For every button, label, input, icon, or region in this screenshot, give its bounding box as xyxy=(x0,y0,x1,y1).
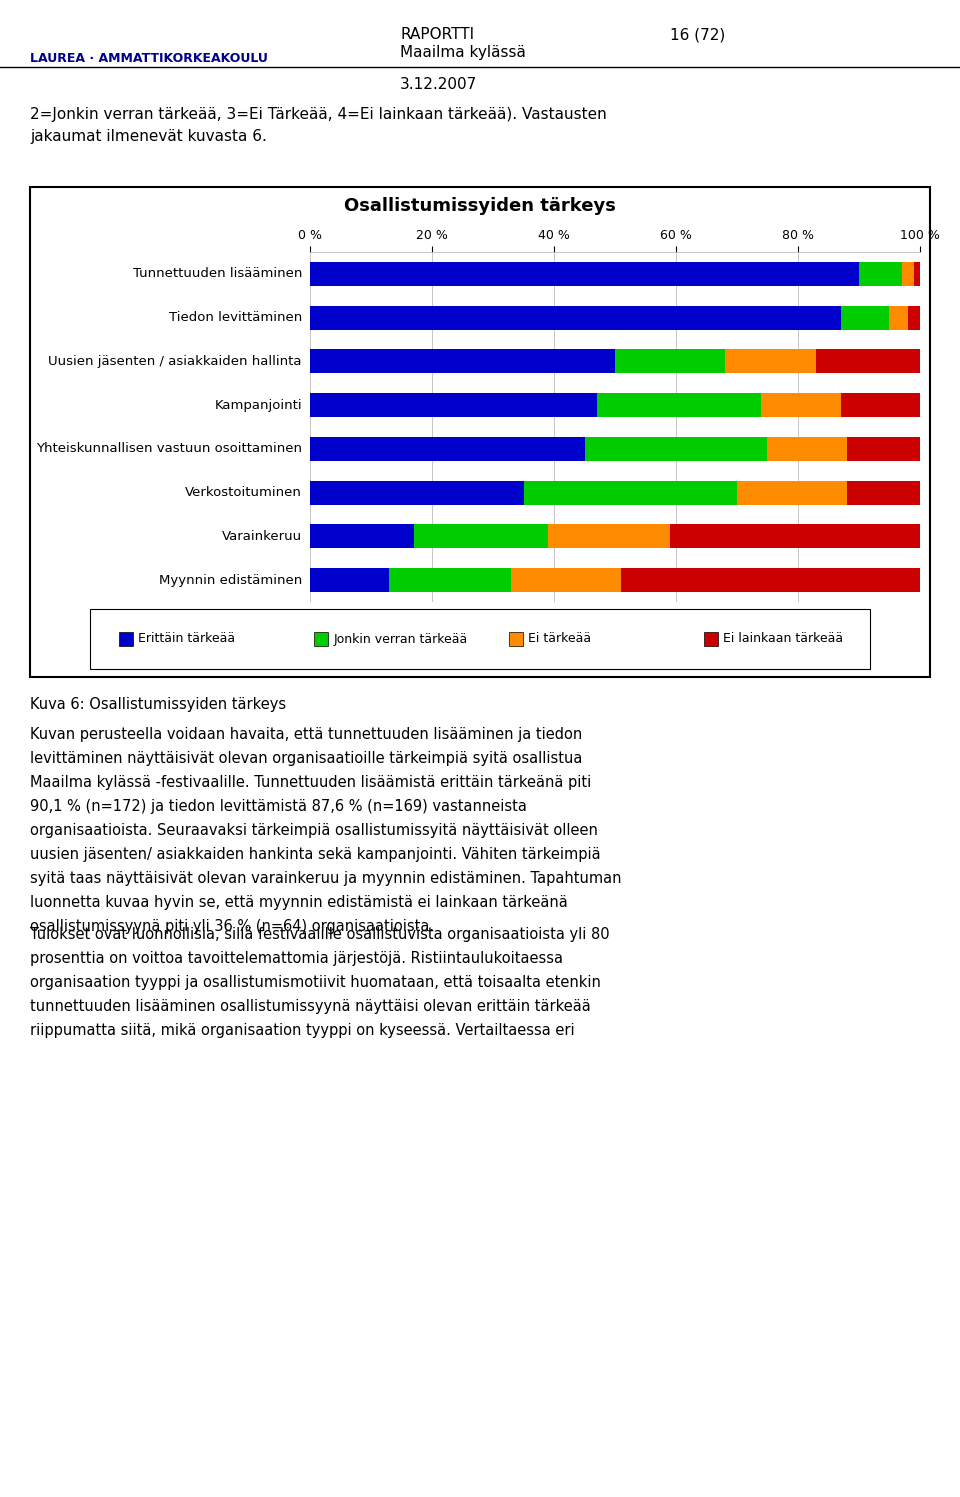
Text: Varainkeruu: Varainkeruu xyxy=(222,530,302,543)
Text: Yhteiskunnallisen vastuun osoittaminen: Yhteiskunnallisen vastuun osoittaminen xyxy=(36,443,302,455)
Bar xyxy=(119,632,133,647)
Bar xyxy=(914,262,920,286)
Bar xyxy=(621,567,920,593)
Text: Kuva 6: Osallistumissyiden tärkeys: Kuva 6: Osallistumissyiden tärkeys xyxy=(30,698,286,713)
Bar xyxy=(414,524,548,548)
Bar xyxy=(314,632,328,647)
Text: Maailma kylässä: Maailma kylässä xyxy=(400,45,526,60)
Text: LAUREA · AMMATTIKORKEAKOULU: LAUREA · AMMATTIKORKEAKOULU xyxy=(30,52,268,64)
Bar xyxy=(509,632,523,647)
Bar xyxy=(310,437,585,461)
Text: jakaumat ilmenevät kuvasta 6.: jakaumat ilmenevät kuvasta 6. xyxy=(30,129,267,144)
Text: 16 (72): 16 (72) xyxy=(670,27,725,42)
Bar xyxy=(390,567,512,593)
Bar xyxy=(767,437,847,461)
Bar xyxy=(90,609,870,669)
Bar xyxy=(310,262,859,286)
Bar xyxy=(725,349,816,373)
Text: Ei lainkaan tärkeää: Ei lainkaan tärkeää xyxy=(723,633,844,645)
Text: Jonkin verran tärkeää: Jonkin verran tärkeää xyxy=(333,633,468,645)
Text: Verkostoituminen: Verkostoituminen xyxy=(185,487,302,499)
Bar xyxy=(737,481,847,504)
Text: Uusien jäsenten / asiakkaiden hallinta: Uusien jäsenten / asiakkaiden hallinta xyxy=(49,355,302,368)
Bar xyxy=(310,567,390,593)
Bar xyxy=(705,632,718,647)
Bar xyxy=(310,481,523,504)
Bar xyxy=(310,524,414,548)
Bar xyxy=(761,394,841,418)
Text: RAPORTTI: RAPORTTI xyxy=(400,27,474,42)
Bar xyxy=(841,305,890,329)
Bar xyxy=(615,349,725,373)
Bar xyxy=(512,567,621,593)
Bar xyxy=(859,262,901,286)
Bar xyxy=(310,305,841,329)
Text: Ei tärkeää: Ei tärkeää xyxy=(528,633,591,645)
Text: Tulokset ovat luonnollisia, sillä festivaalille osallistuvista organisaatioista : Tulokset ovat luonnollisia, sillä festiv… xyxy=(30,927,610,1037)
Text: 3.12.2007: 3.12.2007 xyxy=(400,76,477,91)
Text: Kuvan perusteella voidaan havaita, että tunnettuuden lisääminen ja tiedon
levitt: Kuvan perusteella voidaan havaita, että … xyxy=(30,728,621,934)
Text: Myynnin edistäminen: Myynnin edistäminen xyxy=(158,573,302,587)
Bar xyxy=(30,187,930,677)
Text: Tunnettuuden lisääminen: Tunnettuuden lisääminen xyxy=(132,268,302,280)
Bar xyxy=(908,305,920,329)
Bar xyxy=(847,481,920,504)
Bar xyxy=(670,524,920,548)
Bar xyxy=(310,349,615,373)
Bar xyxy=(847,437,920,461)
Bar xyxy=(548,524,670,548)
Text: Kampanjointi: Kampanjointi xyxy=(214,398,302,412)
Text: 2=Jonkin verran tärkeää, 3=Ei Tärkeää, 4=Ei lainkaan tärkeää). Vastausten: 2=Jonkin verran tärkeää, 3=Ei Tärkeää, 4… xyxy=(30,106,607,121)
Bar xyxy=(585,437,767,461)
Bar xyxy=(597,394,761,418)
Text: Tiedon levittäminen: Tiedon levittäminen xyxy=(169,311,302,325)
Bar xyxy=(310,394,597,418)
Text: Erittäin tärkeää: Erittäin tärkeää xyxy=(138,633,235,645)
Bar xyxy=(816,349,920,373)
Text: Osallistumissyiden tärkeys: Osallistumissyiden tärkeys xyxy=(344,198,616,216)
Bar xyxy=(890,305,908,329)
Bar xyxy=(901,262,914,286)
Bar xyxy=(841,394,920,418)
Bar xyxy=(523,481,737,504)
